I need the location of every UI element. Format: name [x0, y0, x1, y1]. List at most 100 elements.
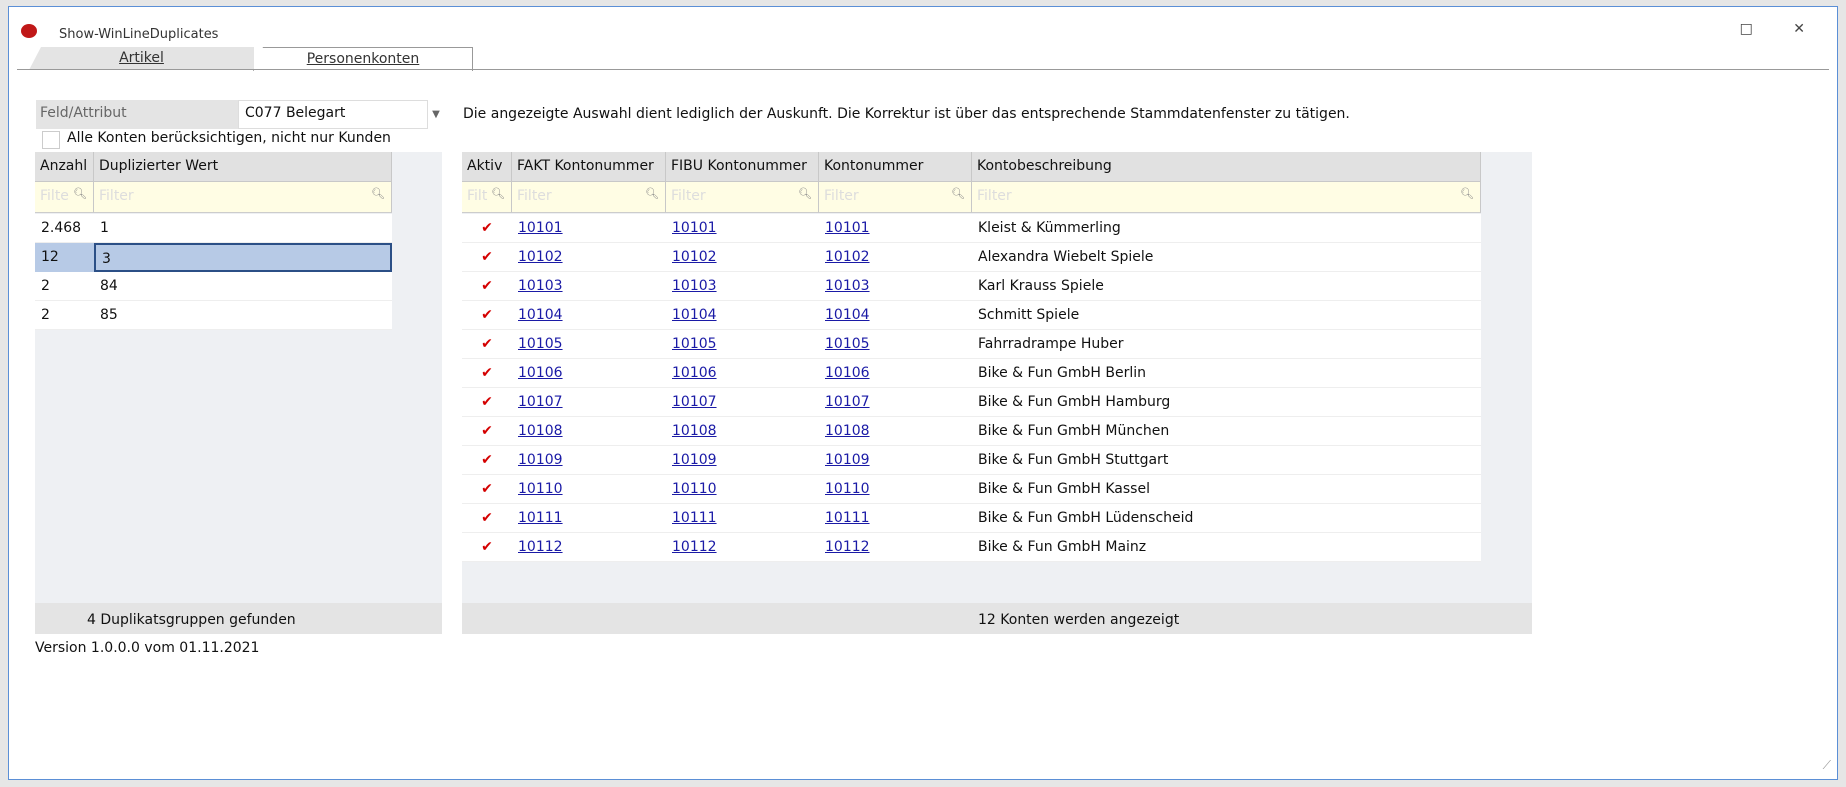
- filter-input[interactable]: Filter 🔍︎: [512, 182, 666, 213]
- active-check-icon: ✔: [481, 510, 493, 526]
- table-row[interactable]: ✔ 10101 10101 10101 Kleist & Kümmerling: [462, 214, 1481, 243]
- account-link[interactable]: 10102: [518, 249, 563, 265]
- cell: Bike & Fun GmbH Lüdenscheid: [978, 510, 1194, 526]
- account-link[interactable]: 10107: [825, 394, 870, 410]
- account-link[interactable]: 10109: [518, 452, 563, 468]
- account-link[interactable]: 10106: [518, 365, 563, 381]
- account-link[interactable]: 10111: [672, 510, 717, 526]
- cell: 1: [100, 220, 109, 236]
- duplicates-grid: Anzahl Filte 🔍︎ Duplizierter Wert Filter 🔍︎ 2.…: [35, 152, 442, 634]
- account-link[interactable]: 10112: [672, 539, 717, 555]
- table-row[interactable]: 12 3: [35, 243, 392, 272]
- grid-footer-status: 12 Konten werden angezeigt: [462, 603, 1532, 634]
- account-link[interactable]: 10112: [825, 539, 870, 555]
- cell: 85: [100, 307, 118, 323]
- account-link[interactable]: 10104: [518, 307, 563, 323]
- tab-personenkonten[interactable]: Personenkonten: [253, 47, 473, 71]
- account-link[interactable]: 10107: [518, 394, 563, 410]
- all-accounts-label: Alle Konten berücksichtigen, nicht nur K…: [67, 130, 391, 146]
- account-link[interactable]: 10109: [672, 452, 717, 468]
- column-header[interactable]: Aktiv: [462, 152, 512, 182]
- account-link[interactable]: 10107: [672, 394, 717, 410]
- account-link[interactable]: 10111: [825, 510, 870, 526]
- column-header[interactable]: Duplizierter Wert: [94, 152, 392, 182]
- account-link[interactable]: 10102: [825, 249, 870, 265]
- cell: Fahrradrampe Huber: [978, 336, 1124, 352]
- account-link[interactable]: 10109: [825, 452, 870, 468]
- table-row[interactable]: ✔ 10103 10103 10103 Karl Krauss Spiele: [462, 272, 1481, 301]
- cell: 12: [35, 243, 94, 272]
- table-row[interactable]: ✔ 10112 10112 10112 Bike & Fun GmbH Mainz: [462, 533, 1481, 562]
- account-link[interactable]: 10112: [518, 539, 563, 555]
- account-link[interactable]: 10110: [672, 481, 717, 497]
- account-link[interactable]: 10106: [672, 365, 717, 381]
- filter-input[interactable]: Filter 🔍︎: [819, 182, 972, 213]
- account-link[interactable]: 10103: [518, 278, 563, 294]
- cell: Bike & Fun GmbH Kassel: [978, 481, 1150, 497]
- filter-input[interactable]: Filter 🔍︎: [666, 182, 819, 213]
- grid-footer-status: 4 Duplikatsgruppen gefunden: [35, 603, 442, 634]
- cell: Alexandra Wiebelt Spiele: [978, 249, 1154, 265]
- tab-label: Personenkonten: [306, 51, 420, 67]
- account-link[interactable]: 10108: [518, 423, 563, 439]
- all-accounts-checkbox[interactable]: [42, 131, 60, 149]
- cell: Schmitt Spiele: [978, 307, 1080, 323]
- account-link[interactable]: 10111: [518, 510, 563, 526]
- table-row[interactable]: ✔ 10105 10105 10105 Fahrradrampe Huber: [462, 330, 1481, 359]
- window-title: Show-WinLineDuplicates: [59, 27, 219, 42]
- filter-input[interactable]: Filter 🔍︎: [94, 182, 392, 213]
- cell: Bike & Fun GmbH München: [978, 423, 1170, 439]
- cell: Bike & Fun GmbH Hamburg: [978, 394, 1171, 410]
- account-link[interactable]: 10110: [518, 481, 563, 497]
- table-row[interactable]: ✔ 10107 10107 10107 Bike & Fun GmbH Hamburg: [462, 388, 1481, 417]
- account-link[interactable]: 10106: [825, 365, 870, 381]
- column-header[interactable]: Kontonummer: [819, 152, 972, 182]
- account-link[interactable]: 10105: [518, 336, 563, 352]
- cell: 3: [94, 243, 392, 272]
- column-header[interactable]: Anzahl: [35, 152, 94, 182]
- cell: Bike & Fun GmbH Berlin: [978, 365, 1146, 381]
- filter-input[interactable]: Filte 🔍︎: [35, 182, 94, 213]
- account-link[interactable]: 10104: [672, 307, 717, 323]
- column-header[interactable]: FAKT Kontonummer: [512, 152, 666, 182]
- account-link[interactable]: 10110: [825, 481, 870, 497]
- window-controls[interactable]: □ ✕: [1739, 21, 1823, 37]
- search-icon: 🔍︎: [645, 187, 659, 200]
- table-row[interactable]: ✔ 10108 10108 10108 Bike & Fun GmbH München: [462, 417, 1481, 446]
- chevron-down-icon[interactable]: ▼: [432, 109, 440, 120]
- table-row[interactable]: 2.468 1: [35, 214, 392, 243]
- account-link[interactable]: 10101: [518, 220, 563, 236]
- account-link[interactable]: 10103: [672, 278, 717, 294]
- tab-divider: [17, 69, 1829, 70]
- table-row[interactable]: ✔ 10111 10111 10111 Bike & Fun GmbH Lüdensch…: [462, 504, 1481, 533]
- account-link[interactable]: 10105: [672, 336, 717, 352]
- table-row[interactable]: ✔ 10104 10104 10104 Schmitt Spiele: [462, 301, 1481, 330]
- tab-artikel[interactable]: Artikel: [29, 47, 254, 70]
- cell: 2: [41, 278, 50, 294]
- account-link[interactable]: 10102: [672, 249, 717, 265]
- account-link[interactable]: 10101: [672, 220, 717, 236]
- version-label: Version 1.0.0.0 vom 01.11.2021: [35, 640, 260, 656]
- column-header[interactable]: Kontobeschreibung: [972, 152, 1481, 182]
- field-select[interactable]: C077 Belegart: [238, 100, 428, 129]
- search-icon: 🔍︎: [371, 187, 385, 200]
- field-label: Feld/Attribut: [36, 100, 238, 129]
- active-check-icon: ✔: [481, 278, 493, 294]
- column-header[interactable]: FIBU Kontonummer: [666, 152, 819, 182]
- filter-input[interactable]: Filt 🔍︎: [462, 182, 512, 213]
- table-row[interactable]: ✔ 10110 10110 10110 Bike & Fun GmbH Kassel: [462, 475, 1481, 504]
- account-link[interactable]: 10104: [825, 307, 870, 323]
- account-link[interactable]: 10103: [825, 278, 870, 294]
- account-link[interactable]: 10108: [672, 423, 717, 439]
- table-row[interactable]: 2 85: [35, 301, 392, 330]
- table-row[interactable]: ✔ 10102 10102 10102 Alexandra Wiebelt Spiele: [462, 243, 1481, 272]
- active-check-icon: ✔: [481, 481, 493, 497]
- account-link[interactable]: 10105: [825, 336, 870, 352]
- table-row[interactable]: ✔ 10109 10109 10109 Bike & Fun GmbH Stuttgar…: [462, 446, 1481, 475]
- filter-input[interactable]: Filter 🔍︎: [972, 182, 1481, 213]
- account-link[interactable]: 10108: [825, 423, 870, 439]
- table-row[interactable]: 2 84: [35, 272, 392, 301]
- account-link[interactable]: 10101: [825, 220, 870, 236]
- table-row[interactable]: ✔ 10106 10106 10106 Bike & Fun GmbH Berlin: [462, 359, 1481, 388]
- resize-grip-icon[interactable]: ⟋: [1822, 758, 1831, 772]
